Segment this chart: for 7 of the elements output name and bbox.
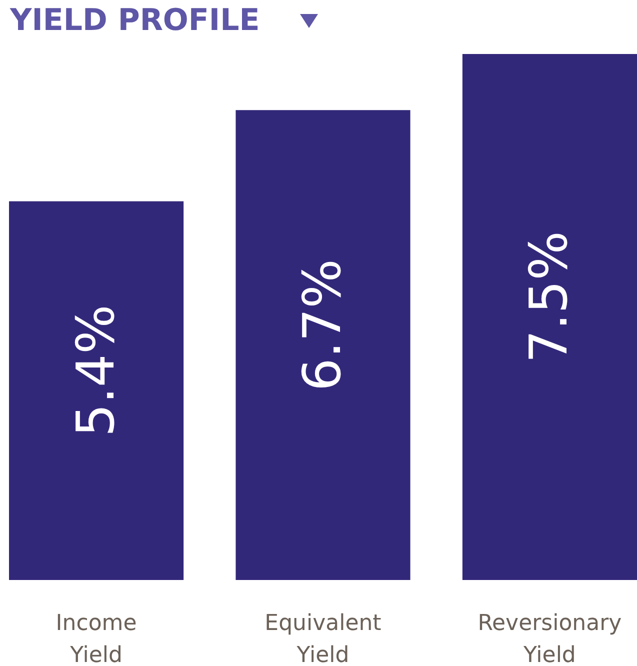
data-label: 7.5%: [520, 230, 580, 364]
chart-title: YIELD PROFILE: [9, 3, 260, 38]
x-tick-label: Equivalent Yield: [264, 611, 382, 666]
data-label: 5.4%: [66, 304, 126, 437]
x-tick-label: Reversionary Yield: [478, 611, 622, 666]
data-label: 6.7%: [293, 259, 353, 392]
x-tick-label: Income Yield: [56, 611, 137, 666]
